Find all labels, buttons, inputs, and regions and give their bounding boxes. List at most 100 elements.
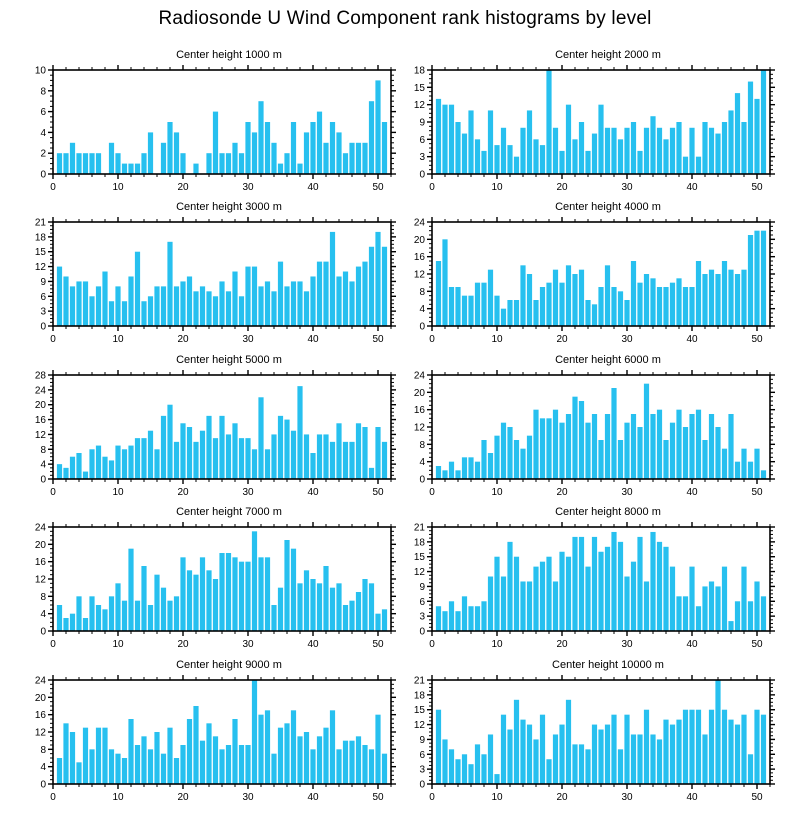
y-tick-label: 12 bbox=[414, 720, 426, 731]
x-tick-label: 10 bbox=[491, 792, 503, 803]
y-tick-label: 12 bbox=[414, 270, 426, 281]
bar bbox=[154, 286, 160, 326]
bar bbox=[689, 566, 695, 631]
bar bbox=[494, 774, 500, 784]
bar bbox=[643, 709, 650, 784]
bar bbox=[199, 740, 206, 784]
bar bbox=[604, 127, 611, 174]
bar bbox=[349, 281, 355, 326]
y-tick-label: 12 bbox=[414, 567, 426, 578]
x-tick-label: 30 bbox=[242, 792, 254, 803]
y-tick-label: 0 bbox=[419, 475, 425, 486]
bar bbox=[76, 453, 82, 479]
bar bbox=[663, 139, 669, 174]
bar bbox=[546, 759, 552, 784]
bar bbox=[277, 587, 284, 631]
bar bbox=[238, 438, 245, 479]
subplot-3000m: Center height 3000 m 0 3 6 9 12 15 18 21 0 10 20 30… bbox=[13, 198, 405, 346]
bar bbox=[82, 153, 89, 174]
subplot-title-5000m: Center height 5000 m bbox=[176, 354, 282, 366]
y-tick-label: 20 bbox=[35, 693, 47, 704]
bar bbox=[258, 286, 264, 326]
bar bbox=[336, 423, 342, 479]
bar bbox=[271, 605, 277, 631]
bar bbox=[154, 449, 160, 479]
bar bbox=[134, 251, 141, 326]
bar bbox=[734, 93, 741, 174]
bar bbox=[760, 70, 767, 174]
x-tick-label: 20 bbox=[177, 487, 189, 498]
subplot-6000m: Center height 6000 m 0 4 8 12 16 20 24 0 10 20 30 4… bbox=[392, 351, 784, 499]
y-tick-label: 12 bbox=[35, 262, 47, 273]
x-tick-label: 50 bbox=[372, 182, 384, 193]
bar bbox=[323, 261, 329, 326]
bar bbox=[63, 467, 69, 479]
x-tick-label: 40 bbox=[307, 639, 319, 650]
bar bbox=[455, 287, 461, 326]
bar bbox=[368, 246, 375, 326]
bar bbox=[539, 561, 546, 631]
x-tick-label: 0 bbox=[429, 792, 435, 803]
bar bbox=[747, 235, 754, 326]
bar bbox=[650, 531, 656, 631]
bar bbox=[329, 441, 336, 479]
bar bbox=[461, 596, 468, 631]
bar bbox=[245, 438, 251, 479]
bar bbox=[160, 753, 167, 784]
y-tick-label: 24 bbox=[414, 218, 426, 229]
x-tick-label: 10 bbox=[112, 792, 124, 803]
bar bbox=[160, 142, 167, 174]
bar bbox=[578, 536, 585, 631]
bar bbox=[513, 300, 520, 326]
bar bbox=[669, 127, 676, 174]
bar bbox=[526, 274, 533, 326]
x-tick-label: 20 bbox=[556, 792, 568, 803]
bar bbox=[329, 587, 336, 631]
chart-2000m: 0 3 6 9 12 15 18 0 10 20 30 40 50 bbox=[414, 65, 775, 193]
bar bbox=[323, 434, 329, 479]
bar bbox=[695, 156, 702, 174]
bar bbox=[637, 427, 643, 479]
bar bbox=[128, 163, 134, 174]
bar bbox=[663, 440, 669, 479]
bar bbox=[381, 441, 388, 479]
bar bbox=[69, 286, 76, 326]
chart-9000m: 0 4 8 12 16 20 24 0 10 20 30 40 50 bbox=[35, 675, 396, 803]
bar bbox=[643, 127, 650, 174]
x-tick-label: 30 bbox=[242, 487, 254, 498]
y-tick-label: 0 bbox=[40, 170, 46, 181]
bar bbox=[494, 435, 500, 479]
bar bbox=[526, 435, 533, 479]
y-tick-label: 9 bbox=[419, 582, 425, 593]
bar bbox=[212, 438, 219, 479]
bar bbox=[572, 139, 578, 174]
bar bbox=[264, 122, 271, 174]
bar bbox=[695, 606, 702, 631]
bar bbox=[290, 430, 297, 479]
plot-border bbox=[52, 374, 392, 480]
bar bbox=[108, 460, 115, 479]
bar bbox=[630, 561, 637, 631]
bar bbox=[559, 422, 565, 479]
bar bbox=[355, 142, 362, 174]
y-tick-label: 15 bbox=[414, 83, 426, 94]
chart-10000m: 0 3 6 9 12 15 18 21 0 10 20 30 40 50 bbox=[414, 675, 775, 803]
bar bbox=[669, 422, 676, 479]
y-tick-label: 3 bbox=[419, 612, 425, 623]
bar bbox=[747, 601, 754, 631]
bar bbox=[708, 709, 715, 784]
x-tick-label: 40 bbox=[307, 792, 319, 803]
bar bbox=[102, 271, 108, 326]
bar bbox=[520, 581, 526, 631]
bar bbox=[721, 709, 728, 784]
bar bbox=[251, 680, 258, 784]
bar bbox=[494, 556, 500, 631]
bar bbox=[284, 723, 290, 784]
bar bbox=[559, 551, 565, 631]
y-tick-label: 21 bbox=[35, 218, 47, 229]
bar bbox=[721, 261, 728, 326]
bar bbox=[494, 145, 500, 174]
bar bbox=[258, 101, 264, 174]
bar bbox=[69, 732, 76, 784]
